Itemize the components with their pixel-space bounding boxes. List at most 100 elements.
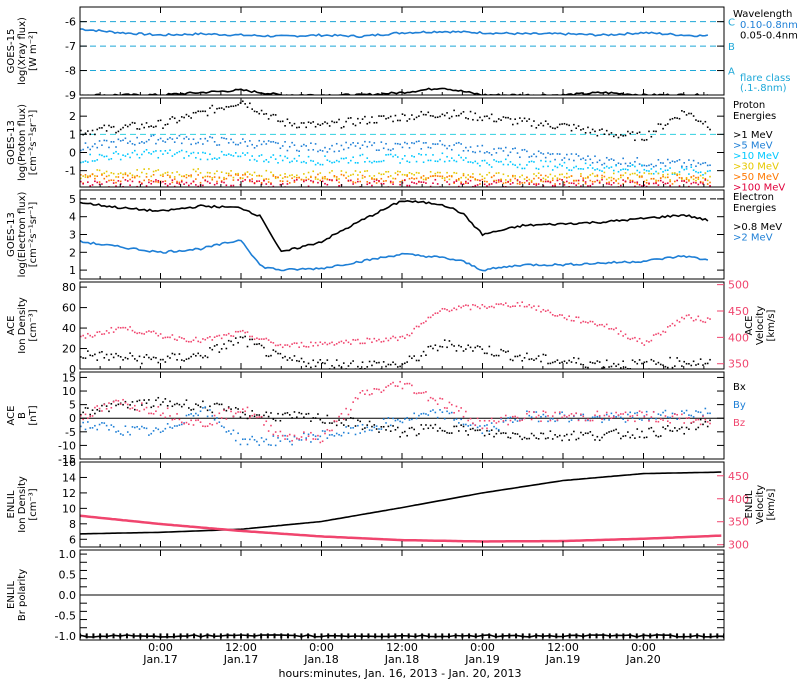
data-point — [141, 171, 143, 174]
data-point — [335, 142, 338, 145]
polarity-mark — [441, 633, 444, 639]
data-point — [380, 173, 383, 176]
data-point — [690, 166, 693, 168]
data-point — [277, 142, 279, 145]
data-point — [246, 331, 249, 333]
data-point — [528, 358, 531, 361]
data-point — [148, 356, 150, 359]
data-point — [143, 150, 145, 153]
data-point — [580, 185, 582, 187]
data-point — [500, 418, 502, 420]
polarity-mark — [702, 633, 705, 639]
data-point — [387, 425, 390, 428]
data-point — [239, 102, 242, 104]
data-point — [624, 134, 627, 137]
data-point — [697, 411, 700, 413]
data-point — [563, 157, 566, 159]
data-point — [162, 430, 164, 433]
data-point — [169, 426, 171, 429]
data-point — [648, 182, 650, 185]
data-point — [669, 118, 671, 121]
data-point — [155, 169, 157, 172]
data-point — [103, 422, 106, 424]
data-point — [551, 179, 554, 182]
data-point — [678, 428, 681, 430]
data-point — [406, 142, 408, 145]
data-point — [481, 427, 484, 430]
polarity-mark — [125, 633, 128, 639]
data-point — [702, 364, 704, 366]
data-point — [134, 122, 136, 124]
data-point — [387, 170, 390, 173]
data-point — [551, 418, 554, 420]
data-point — [188, 184, 190, 187]
data-point — [178, 418, 181, 421]
data-point — [596, 410, 599, 413]
data-point — [641, 176, 643, 178]
data-point — [202, 143, 204, 145]
data-point — [704, 407, 707, 410]
data-point — [472, 176, 474, 179]
data-point — [152, 170, 155, 173]
data-point — [420, 110, 423, 113]
data-point — [706, 183, 709, 185]
data-point — [657, 172, 660, 175]
data-point — [526, 150, 528, 153]
data-point — [310, 366, 312, 369]
data-point — [190, 413, 192, 415]
data-point — [596, 175, 599, 178]
data-point — [307, 346, 310, 348]
data-point — [530, 181, 533, 183]
data-point — [605, 178, 608, 181]
data-point — [566, 362, 568, 364]
data-point — [512, 305, 514, 308]
data-point — [500, 432, 502, 435]
data-point — [406, 184, 408, 187]
data-point — [296, 126, 298, 129]
data-point — [551, 314, 554, 316]
data-point — [80, 414, 82, 417]
data-point — [87, 161, 89, 163]
data-point — [122, 326, 124, 329]
data-point — [582, 128, 585, 130]
data-point — [603, 167, 606, 169]
data-point — [272, 418, 275, 420]
y-axis-label: ENLILBr polarity — [6, 569, 28, 621]
data-point — [256, 440, 258, 443]
data-point — [246, 171, 249, 173]
data-point — [169, 136, 171, 139]
data-point — [483, 424, 486, 427]
data-point — [697, 162, 700, 164]
data-point — [596, 161, 599, 164]
data-point — [526, 412, 528, 415]
data-point — [298, 411, 300, 414]
data-point — [408, 419, 411, 421]
data-point — [274, 419, 277, 422]
data-point — [180, 423, 183, 426]
data-point — [688, 416, 690, 419]
data-point — [291, 124, 293, 127]
data-point — [143, 427, 145, 429]
data-point — [516, 301, 519, 304]
data-point — [598, 182, 601, 184]
data-point — [587, 185, 589, 187]
data-point — [89, 427, 91, 429]
data-point — [263, 338, 265, 340]
data-point — [542, 180, 545, 183]
data-point — [288, 357, 291, 359]
data-point — [681, 166, 683, 169]
data-point — [411, 155, 413, 157]
data-point — [617, 162, 620, 165]
data-point — [580, 414, 582, 416]
data-point — [380, 391, 383, 393]
data-point — [157, 138, 160, 141]
data-point — [124, 124, 127, 126]
data-point — [591, 180, 594, 183]
data-point — [657, 159, 660, 161]
data-point — [305, 365, 307, 368]
data-point — [345, 419, 347, 421]
data-point — [225, 184, 228, 187]
data-point — [469, 346, 472, 349]
series-50mev-4 — [80, 173, 711, 185]
